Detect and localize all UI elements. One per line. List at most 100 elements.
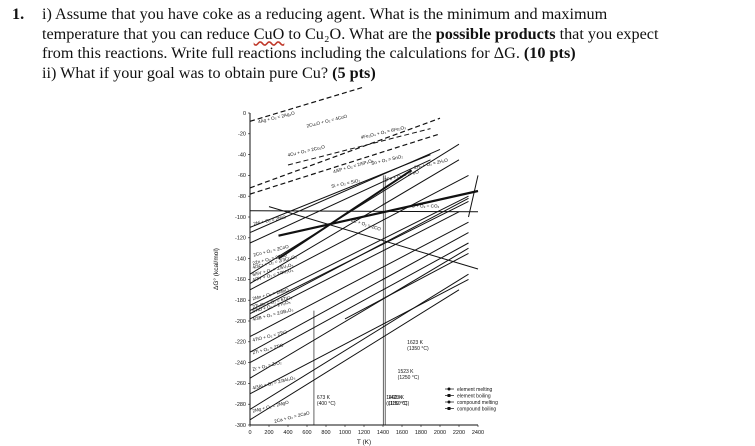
y-tick-label: -20 [238,132,246,138]
y-tick-label: -120 [235,236,246,242]
y-tick-label: -220 [235,340,246,346]
question-text: i) Assume that you have coke as a reduci… [42,5,608,23]
reaction-label: 4TiO + O₂ = 2TiO [252,329,288,343]
question-text: ii) What if your goal was to obtain pure… [42,63,333,82]
reaction-label: 2C + O₂ = 2CO [350,217,382,232]
y-tick-label: 0 [243,111,246,117]
y-tick-label: -240 [235,360,246,366]
y-tick-label: -160 [235,277,246,283]
reaction-label: C + O₂ = CO₂ [412,204,440,209]
reaction-line [278,189,479,237]
reaction-label: Zr + O₂ = ZrO₂ [252,360,282,372]
annotation-kelvin: 1403 K [386,395,403,401]
x-tick-label: 1400 [377,430,389,436]
reaction-line [249,159,460,284]
x-tick-label: 1800 [415,430,427,436]
reaction-label: Sn + O₂ = SnO₂ [371,154,404,166]
y-tick-label: -200 [235,319,246,325]
x-tick-label: 800 [321,430,330,436]
annotation-kelvin: 673 K [317,395,331,401]
points-label: (10 pts) [523,44,576,62]
reaction-label: 4Cu + O₂ = 2Cu₂O [287,144,326,158]
reaction-label: 4/5P + O₂ = 2/5P₂O₅ [332,158,374,174]
axes: 0 -20 -40 -60 -80 -100 -120 -140 -160 -180 -200 -22… [212,111,484,446]
reaction-line [287,128,431,166]
legend-label: element boiling [457,393,491,399]
reaction-line [249,86,365,122]
annotation-celsius: (1250 °C) [398,375,420,381]
x-tick-label: 2200 [453,430,465,436]
legend-marker [447,394,451,397]
x-tick-label: 1600 [396,430,408,436]
reaction-label: 2Ni + O₂ = 2NiO [253,214,287,226]
question-text: temperature that you can reduce [42,24,254,43]
reaction-line [249,154,431,228]
reaction-line [249,210,479,213]
legend-label: element melting [457,387,493,393]
reaction-label: Si + O₂ = SiO₂ [331,178,361,189]
question-block: 1. i) Assume that you have coke as a red… [12,5,747,83]
misspelled-word: CuO [253,24,285,43]
reaction-line [249,174,469,291]
x-axis-label: T (K) [357,439,371,446]
reaction-label: 2Mg + O₂ = 2MgO [252,400,290,414]
annotation-kelvin: 1423 K [388,395,405,401]
reaction-line [249,117,441,189]
annotation-kelvin: 1623 K [407,340,424,346]
question-line-3: from this reactions. Write full reaction… [12,44,747,64]
reaction-line [249,159,431,244]
annotation-celsius: (1130 °C) [386,401,407,407]
y-axis-label: ΔG° (kcal/mol) [212,248,220,290]
reaction-label: 2Ti + O₂ = 2TiO [252,343,285,356]
reaction-line [277,169,413,260]
legend-label: compound melting [457,400,498,406]
reaction-line [249,211,460,320]
reaction-label: 2Cu₂O + O₂ = 4CuO [306,114,348,129]
x-tick-label: 2400 [472,430,484,436]
reaction-lines [249,86,479,421]
reaction-line [249,247,469,379]
y-tick-label: -260 [235,381,246,387]
reaction-label: 4Fe₃O₄ + O₂ = 6Fe₂O₃ [360,125,406,140]
x-tick-label: 600 [302,430,311,436]
reaction-label: 4/3Al + O₂ = 2/3Al₂O₃ [252,375,296,391]
annotation-kelvin: 1523 K [398,369,415,375]
y-tick-label: -60 [238,173,246,179]
reaction-line [249,221,469,338]
question-text: that you expect [555,24,659,43]
reaction-line [249,143,460,275]
legend-label: compound boiling [457,406,496,412]
reaction-line [249,278,469,395]
x-tick-label: 2000 [434,430,446,436]
question-text: to Cu₂O. What are the [284,24,436,43]
annotation-celsius: (1350 °C) [407,346,429,352]
reaction-line [249,195,469,306]
reaction-label: 4Ag + O₂ = 2Ag₂O [258,110,296,124]
question-number: 1. [12,5,25,23]
legend-marker [447,407,451,410]
x-tick-label: 0 [248,430,251,436]
y-tick-label: -40 [238,152,246,158]
x-tick-label: 1000 [339,430,351,436]
reaction-label: 2Ca + O₂ = 2CaO [274,410,311,424]
y-tick-label: -300 [235,423,246,429]
annotation-celsius: (400 °C) [317,401,336,407]
reaction-line [268,206,479,270]
reaction-line [249,273,469,410]
legend-marker [447,387,451,391]
y-tick-label: -80 [238,194,246,200]
question-line-1: 1. i) Assume that you have coke as a red… [12,5,747,25]
reaction-line [468,175,479,218]
points-label: (5 pts) [332,63,376,82]
y-tick-label: -280 [235,402,246,408]
reaction-line [249,133,441,195]
question-line-2: temperature that you can reduce CuO to C… [12,25,747,45]
emphasis-text: possible products [435,24,556,43]
reaction-line [344,252,469,320]
x-tick-label: 200 [264,430,273,436]
reaction-line [249,197,469,315]
reaction-line [249,289,460,421]
y-tick-label: -100 [235,215,246,221]
